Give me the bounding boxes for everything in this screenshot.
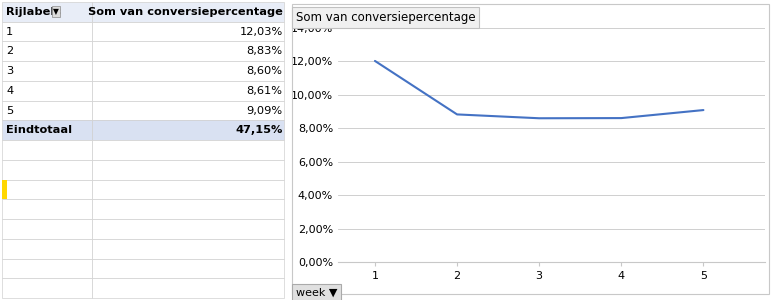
Bar — [2, 81, 92, 101]
Text: Eindtotaal: Eindtotaal — [6, 125, 73, 135]
Bar — [92, 219, 284, 239]
Bar — [92, 239, 284, 259]
Bar — [2, 61, 92, 81]
Bar — [92, 61, 284, 81]
Bar — [2, 180, 7, 199]
Text: 4: 4 — [6, 86, 13, 96]
Bar — [92, 160, 284, 180]
Text: Som van conversiepercentage: Som van conversiepercentage — [296, 11, 475, 24]
Bar — [92, 120, 284, 140]
Bar — [92, 199, 284, 219]
Bar — [92, 81, 284, 101]
Text: 5: 5 — [6, 106, 13, 116]
Bar — [92, 140, 284, 160]
Bar — [92, 22, 284, 41]
Text: 47,15%: 47,15% — [235, 125, 283, 135]
Text: 3: 3 — [6, 66, 13, 76]
Bar — [2, 278, 92, 298]
Text: 8,83%: 8,83% — [247, 46, 283, 56]
Bar — [2, 41, 92, 61]
Bar — [92, 259, 284, 278]
Bar — [92, 41, 284, 61]
Bar — [2, 120, 92, 140]
Text: Som van conversiepercentage: Som van conversiepercentage — [87, 7, 283, 17]
Bar — [92, 278, 284, 298]
Bar — [2, 259, 92, 278]
Text: 8,60%: 8,60% — [247, 66, 283, 76]
Bar — [2, 2, 92, 22]
Bar — [2, 239, 92, 259]
Bar — [92, 180, 284, 199]
Bar — [2, 140, 92, 160]
Bar — [92, 2, 284, 22]
Bar — [2, 101, 92, 120]
Text: 1: 1 — [6, 27, 13, 37]
Text: ▼: ▼ — [53, 8, 59, 16]
Bar — [2, 199, 92, 219]
Text: 12,03%: 12,03% — [240, 27, 283, 37]
Text: Rijlabels: Rijlabels — [6, 7, 61, 17]
Bar — [2, 22, 92, 41]
Bar — [2, 160, 92, 180]
Text: 9,09%: 9,09% — [247, 106, 283, 116]
Text: 2: 2 — [6, 46, 13, 56]
Text: week ▼: week ▼ — [296, 288, 337, 298]
Bar — [92, 101, 284, 120]
Bar — [2, 219, 92, 239]
Bar — [2, 180, 92, 199]
Text: 8,61%: 8,61% — [247, 86, 283, 96]
